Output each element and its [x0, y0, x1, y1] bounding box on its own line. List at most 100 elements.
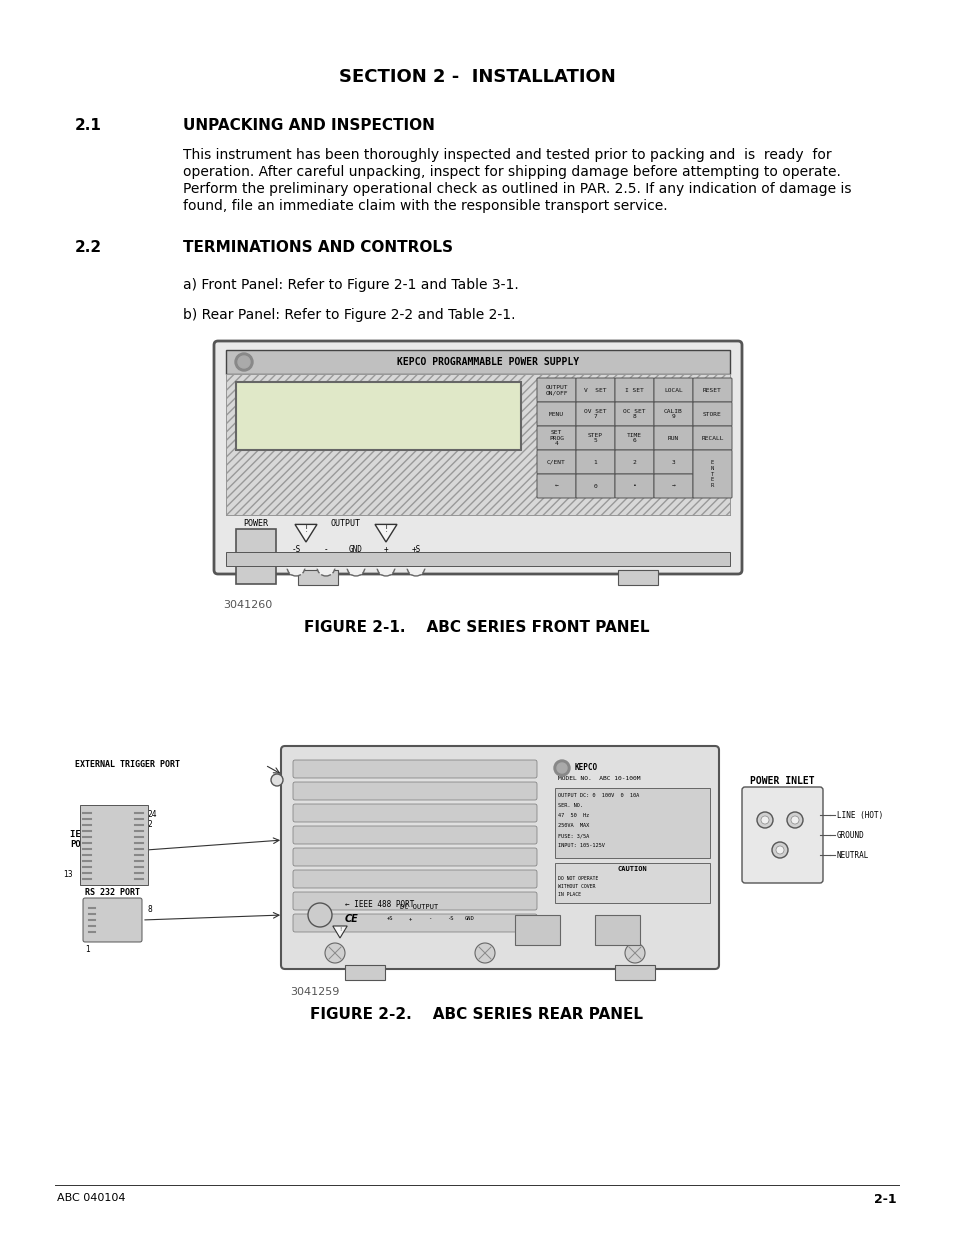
Text: C/ENT: C/ENT [547, 459, 565, 464]
Bar [615, 965, 655, 981]
Text: 2-1: 2-1 [874, 1193, 896, 1207]
Circle shape [790, 816, 799, 824]
Bar [226, 350, 729, 374]
Text: CAUTION: CAUTION [617, 866, 647, 872]
Text: E
N
T
E
R: E N T E R [710, 459, 714, 488]
Text: FIGURE 2-2.    ABC SERIES REAR PANEL: FIGURE 2-2. ABC SERIES REAR PANEL [310, 1007, 643, 1023]
Text: 2: 2 [632, 459, 636, 464]
Circle shape [234, 353, 253, 370]
Text: TERMINATIONS AND CONTROLS: TERMINATIONS AND CONTROLS [183, 240, 453, 254]
Text: GND: GND [465, 916, 475, 921]
Text: OUTPUT: OUTPUT [331, 519, 360, 529]
Polygon shape [294, 525, 316, 542]
Text: STEP
5: STEP 5 [587, 432, 602, 443]
Text: 8: 8 [148, 905, 152, 914]
Text: DO NOT OPERATE: DO NOT OPERATE [558, 876, 598, 881]
Text: POWER INLET: POWER INLET [749, 776, 814, 785]
Text: STORE: STORE [702, 411, 721, 416]
FancyBboxPatch shape [293, 892, 537, 910]
FancyBboxPatch shape [576, 474, 615, 498]
FancyBboxPatch shape [615, 426, 654, 450]
Text: +: + [408, 916, 411, 921]
Circle shape [757, 811, 772, 827]
FancyBboxPatch shape [615, 474, 654, 498]
FancyBboxPatch shape [615, 378, 654, 403]
Text: GROUND: GROUND [836, 831, 863, 840]
Bar [595, 915, 639, 945]
Text: a) Front Panel: Refer to Figure 2-1 and Table 3-1.: a) Front Panel: Refer to Figure 2-1 and … [183, 278, 518, 291]
Text: LINE (HOT): LINE (HOT) [836, 811, 882, 820]
Circle shape [624, 944, 644, 963]
Text: 0: 0 [593, 483, 597, 489]
Text: ALPHANUMERIC LCD DISPLAY: ALPHANUMERIC LCD DISPLAY [308, 411, 449, 421]
Text: I SET: I SET [624, 388, 643, 393]
Bar [297, 571, 337, 585]
FancyBboxPatch shape [654, 474, 692, 498]
Circle shape [287, 558, 305, 576]
Bar [226, 374, 729, 515]
Text: UNPACKING AND INSPECTION: UNPACKING AND INSPECTION [183, 119, 435, 133]
FancyBboxPatch shape [537, 474, 576, 498]
Text: DC OUTPUT: DC OUTPUT [399, 904, 437, 910]
Circle shape [760, 816, 768, 824]
Bar [226, 552, 729, 566]
FancyBboxPatch shape [576, 450, 615, 474]
FancyBboxPatch shape [692, 426, 731, 450]
Circle shape [376, 558, 395, 576]
Bar [235, 382, 520, 450]
Text: 47  50  Hz: 47 50 Hz [558, 813, 589, 818]
Text: OV SET
7: OV SET 7 [583, 409, 606, 420]
Text: GND: GND [349, 545, 362, 555]
Circle shape [557, 763, 566, 773]
Circle shape [475, 944, 495, 963]
FancyBboxPatch shape [213, 341, 741, 574]
Bar [80, 805, 148, 885]
Text: FIGURE 2-1.    ABC SERIES FRONT PANEL: FIGURE 2-1. ABC SERIES FRONT PANEL [304, 620, 649, 635]
Text: RECALL: RECALL [700, 436, 723, 441]
FancyBboxPatch shape [293, 848, 537, 866]
Text: OC SET
8: OC SET 8 [622, 409, 645, 420]
Text: RUN: RUN [667, 436, 679, 441]
Text: +S: +S [411, 545, 420, 555]
Text: 2: 2 [148, 820, 152, 829]
Text: MENU: MENU [548, 411, 563, 416]
Text: IEEE 488
PORT: IEEE 488 PORT [70, 830, 112, 850]
Text: Perform the preliminary operational check as outlined in PAR. 2.5. If any indica: Perform the preliminary operational chec… [183, 182, 851, 196]
Text: !: ! [384, 525, 387, 535]
Bar [618, 571, 658, 585]
Bar [345, 965, 385, 981]
Text: ABC 040104: ABC 040104 [57, 1193, 126, 1203]
FancyBboxPatch shape [692, 378, 731, 403]
Text: 3041260: 3041260 [223, 600, 272, 610]
Circle shape [347, 558, 365, 576]
Text: operation. After careful unpacking, inspect for shipping damage before attemptin: operation. After careful unpacking, insp… [183, 165, 840, 179]
Text: -: - [428, 916, 431, 921]
Circle shape [271, 774, 283, 785]
FancyBboxPatch shape [293, 760, 537, 778]
Text: •: • [632, 483, 636, 489]
Text: SET
PROG
4: SET PROG 4 [548, 430, 563, 446]
FancyBboxPatch shape [615, 403, 654, 426]
Text: ABC 10-100M   0   10V   0   10A: ABC 10-100M 0 10V 0 10A [576, 555, 707, 559]
Text: 13: 13 [63, 869, 72, 879]
Text: →: → [671, 483, 675, 489]
Text: !: ! [304, 525, 307, 535]
FancyBboxPatch shape [576, 378, 615, 403]
FancyBboxPatch shape [576, 426, 615, 450]
Text: OUTPUT DC: 0  100V  0  10A: OUTPUT DC: 0 100V 0 10A [558, 793, 639, 798]
FancyBboxPatch shape [293, 804, 537, 823]
FancyBboxPatch shape [281, 746, 719, 969]
Text: RESET: RESET [702, 388, 721, 393]
Text: -S: -S [446, 916, 453, 921]
Text: CALIB
9: CALIB 9 [663, 409, 682, 420]
FancyBboxPatch shape [537, 450, 576, 474]
Text: CE: CE [345, 914, 358, 924]
FancyBboxPatch shape [692, 403, 731, 426]
FancyBboxPatch shape [537, 378, 576, 403]
Text: TIME
6: TIME 6 [626, 432, 641, 443]
Polygon shape [333, 926, 347, 939]
Text: 24: 24 [148, 810, 157, 819]
Text: ← IEEE 488 PORT: ← IEEE 488 PORT [345, 900, 414, 909]
Text: FUSE: 3/5A: FUSE: 3/5A [558, 832, 589, 839]
FancyBboxPatch shape [293, 782, 537, 800]
